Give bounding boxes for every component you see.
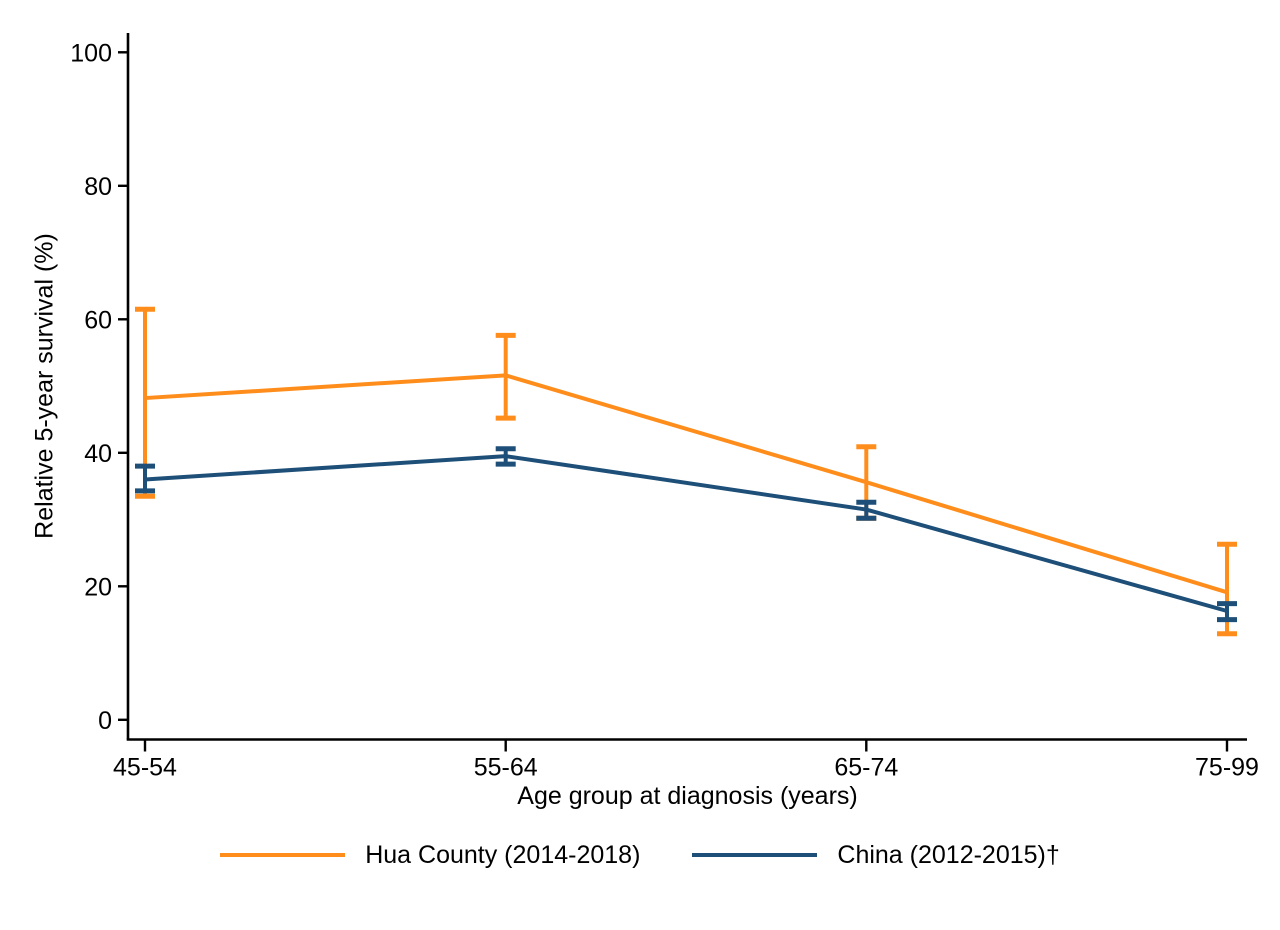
y-axis-title: Relative 5-year survival (%) [30, 233, 59, 539]
x-axis-title: Age group at diagnosis (years) [517, 782, 858, 810]
y-tick-label: 40 [84, 440, 112, 468]
legend-entry-china: China (2012-2015)† [692, 840, 1060, 870]
legend-label-hua-county: Hua County (2014-2018) [365, 840, 641, 869]
x-tick-label: 45-54 [113, 754, 177, 782]
legend-label-china: China (2012-2015)† [837, 840, 1060, 869]
y-tick-label: 20 [84, 573, 112, 601]
y-tick-label: 100 [70, 39, 112, 67]
legend-entry-hua-county: Hua County (2014-2018) [220, 841, 640, 870]
legend-line-swatch-hua-county [220, 853, 346, 857]
x-tick-label: 65-74 [834, 754, 898, 782]
legend-line-swatch-china [692, 853, 818, 857]
series-line-china [144, 454, 1228, 613]
x-tick-label: 75-99 [1195, 754, 1259, 782]
y-tick-label: 0 [98, 707, 112, 735]
y-tick-label: 80 [84, 173, 112, 201]
series-line-hua-county [144, 373, 1228, 595]
x-tick-label: 55-64 [474, 754, 538, 782]
legend: Hua County (2014-2018) China (2012-2015)… [0, 838, 1280, 872]
y-tick-label: 60 [84, 306, 112, 334]
